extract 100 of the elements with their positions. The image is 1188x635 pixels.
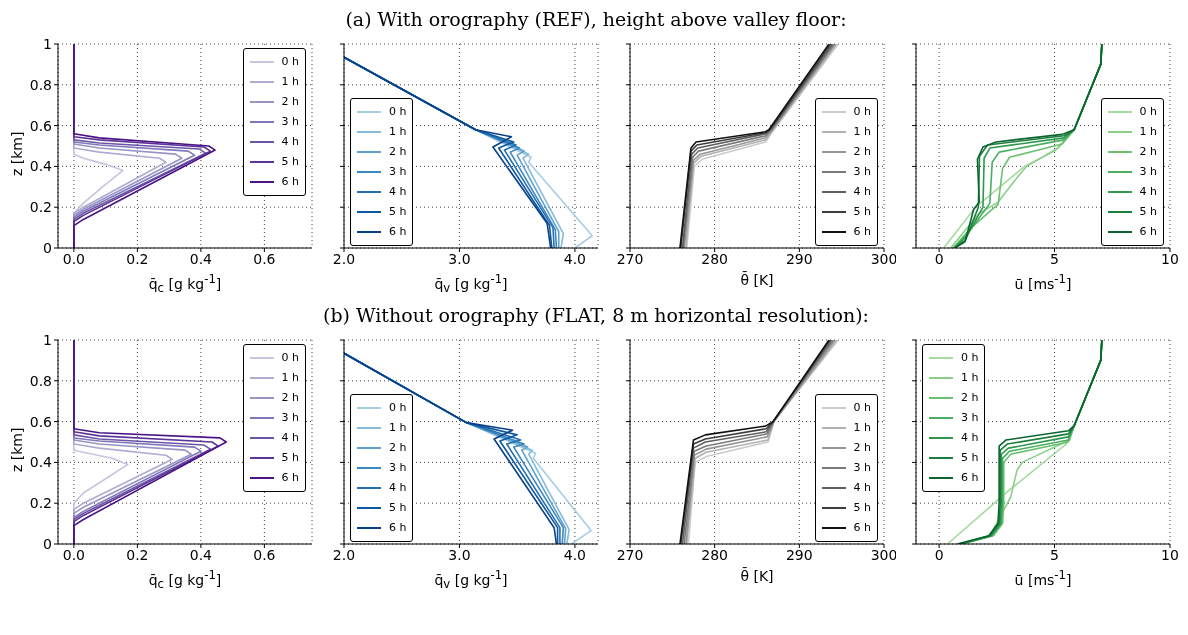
- legend-label: 4 h: [1139, 184, 1157, 200]
- legend-label: 5 h: [853, 500, 871, 516]
- x-tick-label: 300: [870, 250, 898, 267]
- legend-label: 1 h: [281, 74, 299, 90]
- y-tick-label: 0.8: [29, 76, 52, 93]
- legend-label: 2 h: [389, 144, 407, 160]
- legend-label: 4 h: [281, 430, 299, 446]
- legend-label: 0 h: [853, 400, 871, 416]
- x-axis-title: q̄$_{c}$ [g kg$^{-1}$]: [147, 272, 223, 296]
- legend-label: 0 h: [389, 400, 407, 416]
- x-tick-label: 0.6: [253, 250, 276, 267]
- legend-label: 3 h: [281, 114, 299, 130]
- legend-label: 1 h: [853, 420, 871, 436]
- legend-label: 6 h: [853, 520, 871, 536]
- x-tick-label: 0.2: [126, 546, 149, 563]
- x-tick-label: 290: [785, 250, 813, 267]
- legend-label: 3 h: [389, 460, 407, 476]
- legend-label: 4 h: [961, 430, 979, 446]
- x-axis-title: q̄$_{c}$ [g kg$^{-1}$]: [147, 568, 223, 592]
- legend-label: 4 h: [389, 184, 407, 200]
- legend-label: 2 h: [1139, 144, 1157, 160]
- x-tick-label: 2.0: [332, 546, 356, 563]
- x-axis-title: θ̄ [K]: [739, 272, 775, 290]
- x-tick-label: 0.2: [126, 250, 149, 267]
- legend-label: 3 h: [853, 164, 871, 180]
- legend-label: 4 h: [853, 184, 871, 200]
- x-tick-label: 0.4: [189, 546, 213, 563]
- legend-label: 1 h: [1139, 124, 1157, 140]
- x-tick-label: 5: [1050, 546, 1060, 563]
- x-tick-label: 3.0: [448, 250, 471, 267]
- legend-label: 0 h: [1139, 104, 1157, 120]
- legend-label: 1 h: [281, 370, 299, 386]
- legend-label: 0 h: [853, 104, 871, 120]
- x-tick-label: 290: [785, 546, 813, 563]
- y-tick-label: 0.4: [29, 454, 53, 471]
- x-tick-label: 0.0: [62, 546, 86, 563]
- legend-label: 0 h: [961, 350, 979, 366]
- x-tick-label: 4.0: [563, 250, 587, 267]
- x-tick-label: 0.0: [62, 250, 86, 267]
- x-tick-label: 0: [934, 546, 944, 563]
- x-tick-label: 270: [616, 546, 644, 563]
- legend-label: 4 h: [853, 480, 871, 496]
- legend-label: 5 h: [1139, 204, 1157, 220]
- legend-label: 2 h: [961, 390, 979, 406]
- x-tick-label: 10: [1161, 250, 1179, 267]
- legend-label: 1 h: [961, 370, 979, 386]
- x-axis-title: ū [ms$^{-1}$]: [1013, 568, 1073, 590]
- legend-label: 6 h: [853, 224, 871, 240]
- legend-label: 5 h: [281, 154, 299, 170]
- legend-label: 6 h: [389, 520, 407, 536]
- legend-label: 5 h: [389, 204, 407, 220]
- y-tick-label: 0.6: [29, 413, 53, 430]
- y-axis-title: z [km]: [8, 427, 25, 472]
- legend-label: 4 h: [389, 480, 407, 496]
- legend-label: 5 h: [281, 450, 299, 466]
- x-tick-label: 0.4: [189, 250, 213, 267]
- legend-label: 2 h: [281, 94, 299, 110]
- legend-label: 5 h: [853, 204, 871, 220]
- y-tick-label: 0.2: [29, 495, 52, 512]
- legend-label: 4 h: [281, 134, 299, 150]
- chart-title: (a) With orography (REF), height above valley floor:: [344, 8, 848, 32]
- legend-label: 5 h: [389, 500, 407, 516]
- legend-label: 3 h: [1139, 164, 1157, 180]
- y-axis-title: z [km]: [8, 131, 25, 176]
- legend-label: 0 h: [281, 54, 299, 70]
- x-axis-title: q̄$_{v}$ [g kg$^{-1}$]: [433, 272, 509, 296]
- legend-label: 6 h: [281, 174, 299, 190]
- legend-label: 6 h: [281, 470, 299, 486]
- x-axis-title: ū [ms$^{-1}$]: [1013, 272, 1073, 294]
- legend-label: 2 h: [281, 390, 299, 406]
- legend-label: 6 h: [961, 470, 979, 486]
- legend-label: 3 h: [389, 164, 407, 180]
- x-axis-title: θ̄ [K]: [739, 568, 775, 586]
- y-tick-label: 0.4: [29, 158, 53, 175]
- legend-label: 0 h: [389, 104, 407, 120]
- legend-label: 2 h: [853, 144, 871, 160]
- y-tick-label: 0.2: [29, 199, 52, 216]
- legend-label: 6 h: [1139, 224, 1157, 240]
- legend-label: 3 h: [281, 410, 299, 426]
- legend-label: 5 h: [961, 450, 979, 466]
- y-tick-label: 0.8: [29, 372, 52, 389]
- y-tick-label: 0.6: [29, 117, 53, 134]
- x-tick-label: 2.0: [332, 250, 356, 267]
- x-tick-label: 280: [701, 250, 729, 267]
- x-tick-label: 280: [701, 546, 729, 563]
- legend-label: 1 h: [853, 124, 871, 140]
- chart-title: (b) Without orography (FLAT, 8 m horizontal resolution):: [322, 304, 870, 328]
- legend-label: 0 h: [281, 350, 299, 366]
- x-tick-label: 5: [1050, 250, 1060, 267]
- legend-label: 3 h: [853, 460, 871, 476]
- legend-label: 2 h: [389, 440, 407, 456]
- legend-label: 3 h: [961, 410, 979, 426]
- x-tick-label: 0.6: [253, 546, 276, 563]
- x-axis-title: q̄$_{v}$ [g kg$^{-1}$]: [433, 568, 509, 592]
- x-tick-label: 270: [616, 250, 644, 267]
- x-tick-label: 300: [870, 546, 898, 563]
- y-tick-label: 0: [43, 535, 52, 552]
- y-tick-label: 1: [43, 35, 52, 52]
- x-tick-label: 3.0: [448, 546, 471, 563]
- legend-label: 2 h: [853, 440, 871, 456]
